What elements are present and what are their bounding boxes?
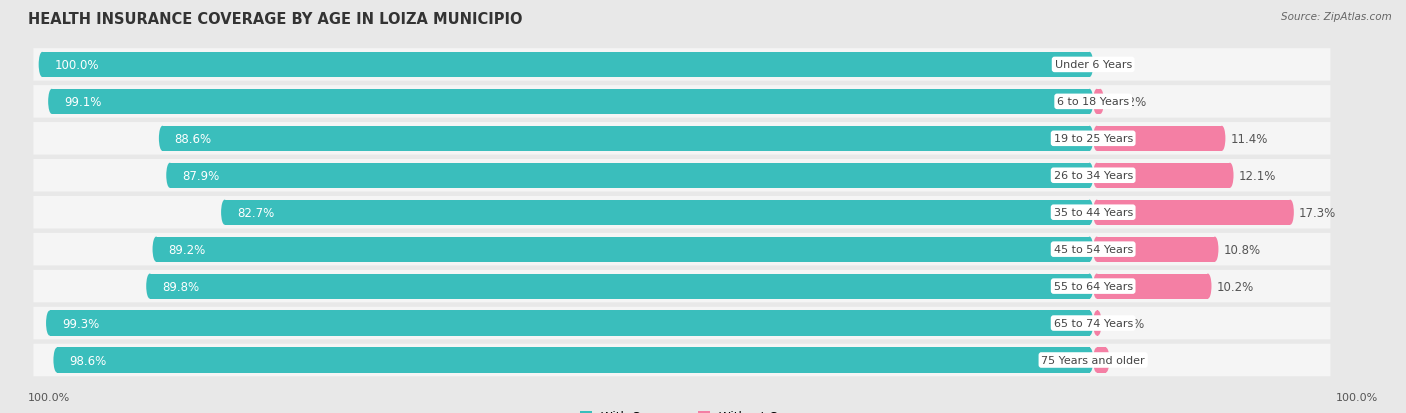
Circle shape (1094, 274, 1101, 299)
Text: 100.0%: 100.0% (55, 59, 98, 72)
Text: 75 Years and older: 75 Years and older (1042, 355, 1144, 365)
Text: 100.0%: 100.0% (1336, 392, 1378, 402)
Text: 26 to 34 Years: 26 to 34 Years (1053, 171, 1133, 181)
Bar (170, 163, 1090, 188)
FancyBboxPatch shape (34, 233, 1330, 266)
FancyBboxPatch shape (34, 270, 1330, 303)
Circle shape (159, 126, 166, 152)
Circle shape (1094, 126, 1101, 152)
Legend: With Coverage, Without Coverage: With Coverage, Without Coverage (579, 410, 827, 413)
Bar (225, 200, 1090, 225)
Circle shape (1085, 311, 1094, 336)
Circle shape (1218, 126, 1226, 152)
Bar (150, 274, 1090, 299)
Bar (49, 311, 1090, 336)
Text: 6 to 18 Years: 6 to 18 Years (1057, 97, 1129, 107)
Circle shape (1085, 53, 1094, 78)
Bar (52, 90, 1090, 115)
Bar (1097, 126, 1222, 152)
Circle shape (1085, 274, 1094, 299)
Text: 12.1%: 12.1% (1239, 169, 1277, 182)
Circle shape (48, 90, 55, 115)
Circle shape (46, 311, 53, 336)
Text: 99.3%: 99.3% (62, 317, 98, 330)
Circle shape (1226, 163, 1233, 188)
FancyBboxPatch shape (34, 197, 1330, 229)
Text: 0.0%: 0.0% (1098, 59, 1128, 72)
Text: 89.8%: 89.8% (162, 280, 200, 293)
Text: Under 6 Years: Under 6 Years (1054, 60, 1132, 70)
Circle shape (221, 200, 228, 225)
Circle shape (1097, 90, 1104, 115)
Circle shape (1085, 126, 1094, 152)
Circle shape (1212, 237, 1219, 262)
Circle shape (1094, 311, 1101, 336)
Circle shape (1094, 311, 1101, 336)
Text: HEALTH INSURANCE COVERAGE BY AGE IN LOIZA MUNICIPIO: HEALTH INSURANCE COVERAGE BY AGE IN LOIZ… (28, 12, 523, 27)
Circle shape (1205, 274, 1212, 299)
Text: 1.4%: 1.4% (1115, 354, 1144, 367)
Text: 10.8%: 10.8% (1223, 243, 1261, 256)
Bar (156, 237, 1090, 262)
Text: 0.92%: 0.92% (1109, 96, 1146, 109)
Text: 45 to 54 Years: 45 to 54 Years (1053, 244, 1133, 254)
Circle shape (53, 348, 60, 373)
FancyBboxPatch shape (34, 307, 1330, 339)
Text: Source: ZipAtlas.com: Source: ZipAtlas.com (1281, 12, 1392, 22)
Text: 35 to 44 Years: 35 to 44 Years (1053, 208, 1133, 218)
Bar (1097, 237, 1215, 262)
Circle shape (1094, 237, 1101, 262)
Circle shape (1094, 348, 1101, 373)
Bar (58, 348, 1090, 373)
Bar (163, 126, 1090, 152)
Text: 11.4%: 11.4% (1230, 133, 1268, 145)
Bar (42, 53, 1090, 78)
Text: 82.7%: 82.7% (236, 206, 274, 219)
FancyBboxPatch shape (34, 123, 1330, 155)
Text: 100.0%: 100.0% (28, 392, 70, 402)
Circle shape (1085, 348, 1094, 373)
Text: 98.6%: 98.6% (69, 354, 107, 367)
Text: 89.2%: 89.2% (169, 243, 205, 256)
Text: 99.1%: 99.1% (63, 96, 101, 109)
Text: 17.3%: 17.3% (1299, 206, 1336, 219)
Circle shape (1286, 200, 1294, 225)
Bar (1097, 274, 1208, 299)
Circle shape (38, 53, 46, 78)
Text: 88.6%: 88.6% (174, 133, 212, 145)
Circle shape (1085, 200, 1094, 225)
FancyBboxPatch shape (34, 86, 1330, 119)
FancyBboxPatch shape (34, 159, 1330, 192)
Bar (1097, 200, 1291, 225)
Circle shape (1085, 237, 1094, 262)
Circle shape (1094, 163, 1101, 188)
Text: 10.2%: 10.2% (1216, 280, 1254, 293)
Circle shape (1085, 163, 1094, 188)
Circle shape (153, 237, 160, 262)
FancyBboxPatch shape (34, 344, 1330, 376)
Bar (1097, 163, 1230, 188)
FancyBboxPatch shape (34, 49, 1330, 81)
Circle shape (166, 163, 173, 188)
Bar (1097, 90, 1101, 115)
Circle shape (1085, 90, 1094, 115)
Text: 55 to 64 Years: 55 to 64 Years (1053, 281, 1133, 292)
Text: 0.72%: 0.72% (1107, 317, 1144, 330)
Text: 87.9%: 87.9% (181, 169, 219, 182)
Text: 19 to 25 Years: 19 to 25 Years (1053, 134, 1133, 144)
Bar (1097, 348, 1105, 373)
Circle shape (1094, 90, 1101, 115)
Circle shape (1102, 348, 1109, 373)
Circle shape (1094, 200, 1101, 225)
Circle shape (146, 274, 153, 299)
Text: 65 to 74 Years: 65 to 74 Years (1053, 318, 1133, 328)
